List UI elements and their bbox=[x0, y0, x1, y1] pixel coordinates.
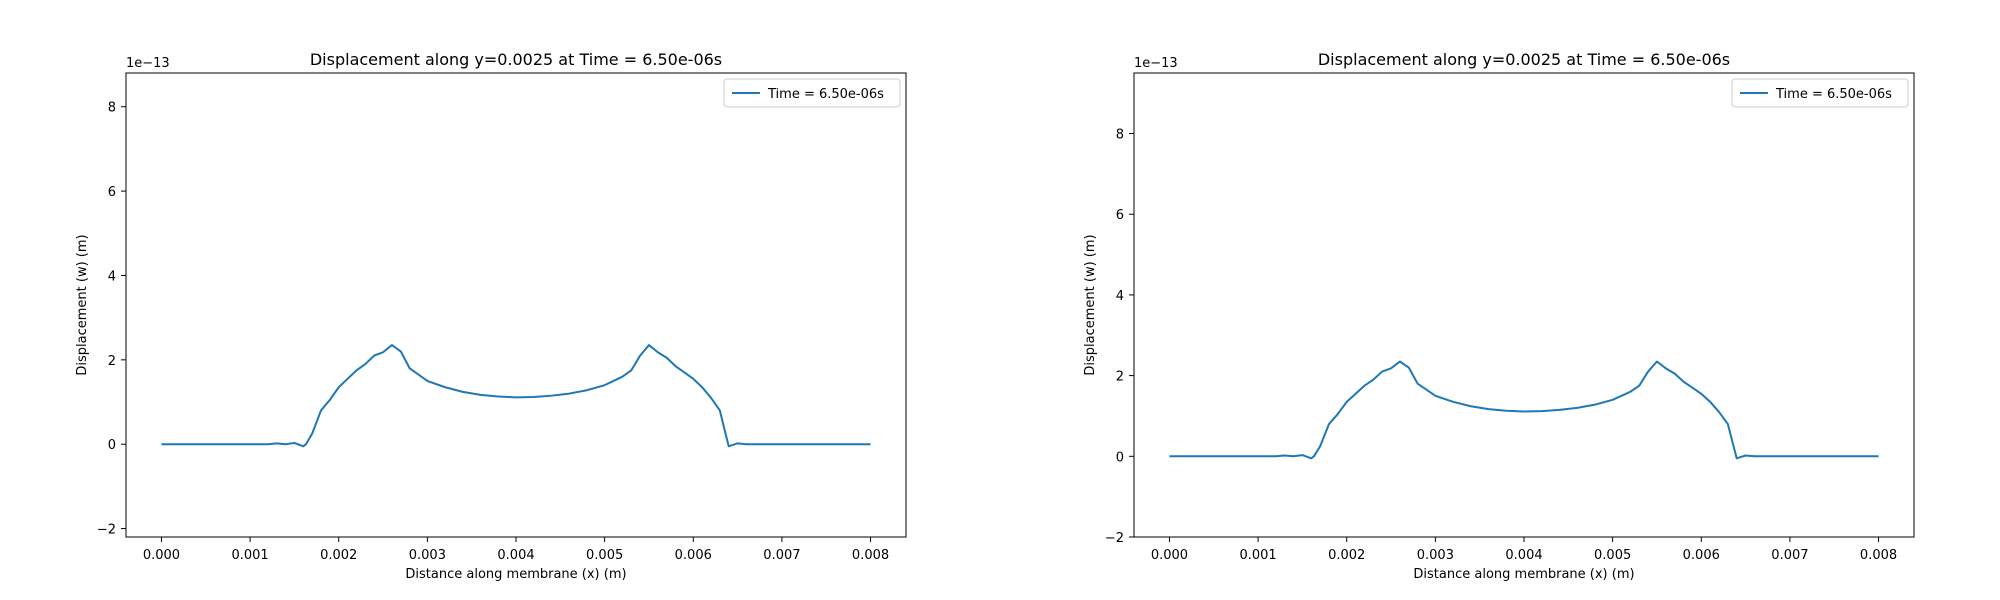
series-line-1 bbox=[161, 344, 871, 448]
x-tick-label: 0.001 bbox=[1239, 548, 1276, 563]
y-tick-label: 6 bbox=[1116, 208, 1124, 223]
legend: Time = 6.50e-06s bbox=[723, 78, 901, 108]
plot-area bbox=[126, 73, 906, 537]
y-tick-label: 0 bbox=[1116, 450, 1124, 465]
y-tick-label: 4 bbox=[1116, 289, 1124, 304]
legend-label: Time = 6.50e-06s bbox=[1775, 87, 1892, 102]
x-axis-label: Distance along membrane (x) (m) bbox=[1413, 567, 1634, 582]
chart-title: Displacement along y=0.0025 at Time = 6.… bbox=[310, 50, 722, 69]
series-line-1 bbox=[1169, 360, 1879, 460]
y-tick-label: 8 bbox=[1116, 128, 1124, 143]
legend-box bbox=[1731, 78, 1909, 108]
x-tick-label: 0.004 bbox=[1505, 548, 1542, 563]
y-tick-label: 4 bbox=[108, 269, 116, 284]
x-tick-label: 0.003 bbox=[409, 548, 446, 563]
legend-label: Time = 6.50e-06s bbox=[767, 87, 884, 102]
x-tick-label: 0.005 bbox=[586, 548, 623, 563]
x-tick-label: 0.004 bbox=[497, 548, 534, 563]
y-offset-text: 1e−13 bbox=[126, 56, 170, 71]
x-tick-label: 0.006 bbox=[1683, 548, 1720, 563]
plot-area bbox=[1134, 73, 1914, 537]
x-tick-label: 0.007 bbox=[1771, 548, 1808, 563]
x-tick-label: 0.007 bbox=[763, 548, 800, 563]
x-tick-label: 0.002 bbox=[1328, 548, 1365, 563]
y-offset-text: 1e−13 bbox=[1134, 56, 1178, 71]
x-tick-label: 0.008 bbox=[852, 548, 889, 563]
y-tick-label: 8 bbox=[108, 101, 116, 116]
x-tick-label: 0.006 bbox=[675, 548, 712, 563]
x-tick-label: 0.003 bbox=[1417, 548, 1454, 563]
y-tick-label: 2 bbox=[1116, 370, 1124, 385]
y-tick-label: −2 bbox=[97, 523, 116, 538]
x-tick-label: 0.000 bbox=[143, 548, 180, 563]
y-tick-label: 0 bbox=[108, 438, 116, 453]
y-axis-label: Displacement (w) (m) bbox=[1083, 234, 1098, 375]
x-tick-label: 0.000 bbox=[1151, 548, 1188, 563]
legend-box bbox=[723, 78, 901, 108]
x-tick-label: 0.008 bbox=[1860, 548, 1897, 563]
y-tick-label: 2 bbox=[108, 354, 116, 369]
x-tick-label: 0.002 bbox=[320, 548, 357, 563]
legend: Time = 6.50e-06s bbox=[1731, 78, 1909, 108]
y-axis-label: Displacement (w) (m) bbox=[75, 234, 90, 375]
y-tick-label: −2 bbox=[1105, 531, 1124, 546]
x-tick-label: 0.005 bbox=[1594, 548, 1631, 563]
chart-1: 0.000 0.001 0.002 0.003 0.004 0.005 0.006 0.007… bbox=[75, 50, 907, 582]
x-axis-label: Distance along membrane (x) (m) bbox=[405, 567, 626, 582]
y-tick-label: 6 bbox=[108, 185, 116, 200]
x-tick-label: 0.001 bbox=[231, 548, 268, 563]
chart-2: 0.000 0.001 0.002 0.003 0.004 0.005 0.006 0.007… bbox=[1083, 50, 1915, 582]
chart-title: Displacement along y=0.0025 at Time = 6.… bbox=[1318, 50, 1730, 69]
